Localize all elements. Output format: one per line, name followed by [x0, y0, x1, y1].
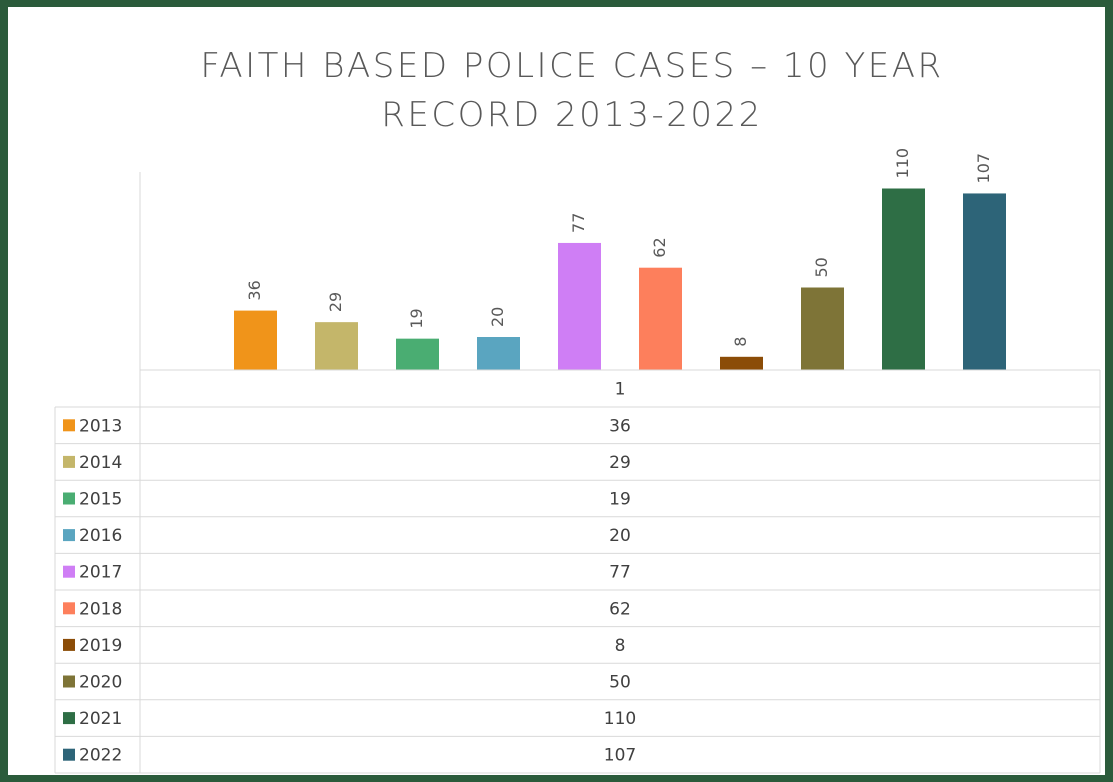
table-value: 50	[609, 673, 631, 693]
table-value: 77	[609, 563, 631, 583]
table-value: 36	[609, 416, 631, 436]
legend-label: 2017	[79, 563, 122, 583]
legend-label: 2014	[79, 453, 122, 473]
bar	[315, 322, 358, 370]
table-value: 62	[609, 599, 631, 619]
data-label: 8	[731, 337, 750, 347]
data-label: 19	[407, 308, 426, 328]
legend-label: 2022	[79, 746, 122, 766]
legend-label: 2019	[79, 636, 122, 656]
legend-swatch	[63, 529, 75, 542]
data-label: 110	[893, 148, 912, 179]
bar	[558, 242, 601, 370]
data-label: 29	[326, 292, 345, 312]
table-value: 8	[615, 636, 626, 656]
legend-label: 2015	[79, 490, 122, 510]
bar	[882, 188, 925, 370]
legend-label: 2013	[79, 416, 122, 436]
bar	[477, 337, 520, 370]
legend-swatch	[63, 602, 75, 615]
legend-label: 2021	[79, 709, 122, 729]
legend-swatch	[63, 712, 75, 725]
bar	[801, 287, 844, 370]
chart-title: FAITH BASED POLICE CASES – 10 YEAR RECOR…	[200, 46, 944, 135]
bar	[963, 193, 1006, 370]
legend-swatch	[63, 675, 75, 688]
legend-swatch	[63, 419, 75, 432]
bar	[720, 356, 763, 370]
legend-swatch	[63, 638, 75, 651]
legend-label: 2016	[79, 526, 122, 546]
legend-label: 2018	[79, 599, 122, 619]
chart-area	[8, 7, 1105, 775]
table-value: 110	[604, 709, 636, 729]
data-label: 20	[488, 307, 507, 327]
bar	[396, 338, 439, 370]
data-label: 62	[650, 237, 669, 257]
data-label: 36	[245, 280, 264, 300]
legend-swatch	[63, 748, 75, 761]
table-value: 19	[609, 490, 631, 510]
table-value: 29	[609, 453, 631, 473]
legend-label: 2020	[79, 673, 122, 693]
legend-swatch	[63, 492, 75, 505]
x-tick-label: 1	[615, 380, 626, 400]
bar	[234, 310, 277, 370]
table-value: 107	[604, 746, 636, 766]
legend-swatch	[63, 565, 75, 578]
legend-swatch	[63, 455, 75, 468]
data-label: 77	[569, 213, 588, 233]
data-label: 50	[812, 257, 831, 277]
bar	[639, 267, 682, 370]
table-value: 20	[609, 526, 631, 546]
data-label: 107	[974, 153, 993, 184]
